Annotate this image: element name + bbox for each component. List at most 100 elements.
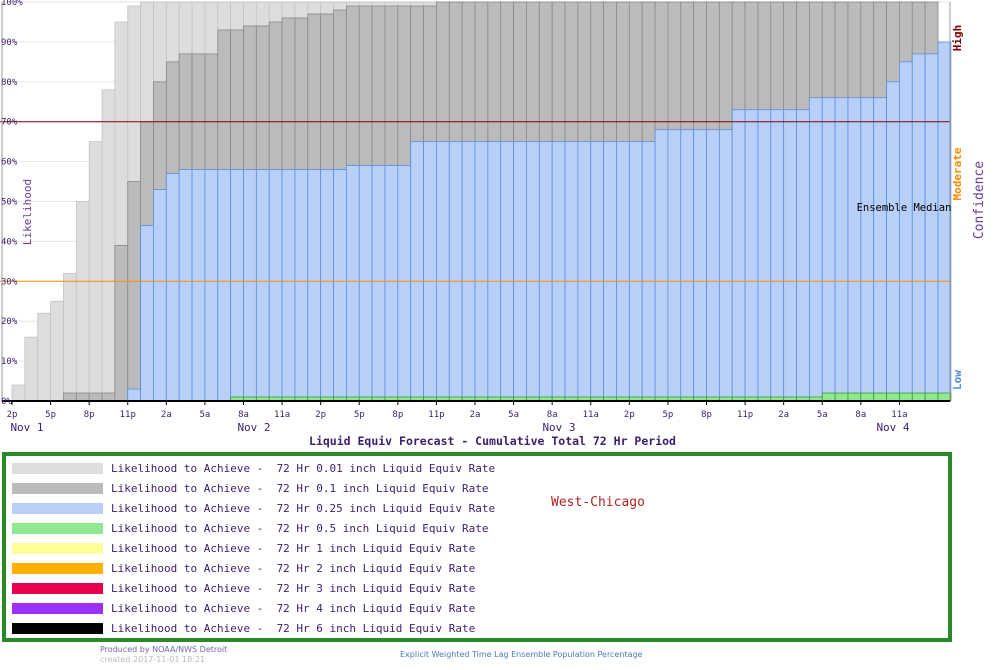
x-tick-label: 5p (354, 410, 365, 420)
x-tick-label: 8a (547, 410, 558, 420)
series-3 (127, 41, 952, 402)
bar (757, 109, 772, 402)
legend-label: Likelihood to Achieve - 72 Hr 2 inch Liq… (111, 562, 476, 575)
bar (371, 165, 386, 402)
bar (590, 141, 605, 402)
legend-label: Likelihood to Achieve - 72 Hr 0.25 inch … (111, 502, 496, 515)
bar (731, 109, 746, 402)
low-confidence-label: Low (951, 370, 964, 390)
bar (217, 169, 232, 402)
bar (577, 141, 592, 402)
y-tick-label: 10% (1, 357, 18, 367)
bar (127, 388, 142, 402)
bar (75, 201, 90, 402)
x-tick-label: 2a (470, 410, 481, 420)
x-day-label: Nov 4 (876, 421, 909, 434)
bar (641, 141, 656, 402)
bar (500, 141, 514, 402)
bar (937, 392, 952, 402)
x-tick-label: 5p (45, 410, 56, 420)
legend-swatch (12, 563, 103, 574)
y-tick-label: 90% (1, 38, 18, 48)
x-tick-label: 2p (7, 410, 18, 420)
bar (204, 169, 219, 402)
y-tick-label: 60% (1, 158, 18, 168)
x-tick-label: 5a (199, 410, 210, 420)
bar (603, 141, 617, 402)
bar (294, 169, 309, 402)
legend-label: Likelihood to Achieve - 72 Hr 1 inch Liq… (111, 542, 476, 555)
y-tick-label: 50% (1, 198, 18, 208)
bar (616, 141, 630, 402)
bar (821, 392, 836, 402)
legend-label: Likelihood to Achieve - 72 Hr 4 inch Liq… (111, 602, 476, 615)
bar (873, 97, 887, 402)
bar (796, 109, 810, 402)
bar (911, 392, 926, 402)
bar (101, 89, 116, 402)
bar (513, 141, 527, 402)
bar (448, 141, 463, 402)
legend-swatch (12, 623, 103, 634)
x-tick-label: 8p (392, 410, 403, 420)
bar (255, 169, 270, 402)
legend-label: Likelihood to Achieve - 72 Hr 6 inch Liq… (111, 622, 476, 635)
bar (873, 392, 887, 402)
producer-credit: Produced by NOAA/NWS Detroit (100, 645, 228, 654)
bar (101, 392, 116, 402)
bar (88, 392, 103, 402)
y-axis-title: Likelihood (21, 179, 34, 245)
location-label: West-Chicago (551, 495, 645, 510)
legend-label: Likelihood to Achieve - 72 Hr 0.1 inch L… (111, 482, 489, 495)
bar (899, 392, 913, 402)
bar (937, 41, 952, 402)
method-note: Explicit Weighted Time Lag Ensemble Popu… (400, 650, 643, 659)
bar (268, 169, 283, 402)
created-timestamp: created 2017-11-01 18:21 (100, 655, 206, 664)
bar (24, 336, 39, 402)
x-tick-label: 11a (891, 410, 907, 420)
x-tick-label: 11p (428, 410, 444, 420)
bar (667, 129, 682, 402)
bar (397, 165, 412, 402)
bar (487, 141, 502, 402)
bar (114, 244, 129, 402)
x-tick-label: 2a (161, 410, 172, 420)
bar (628, 141, 643, 402)
y2-axis-title: Confidence (972, 161, 987, 239)
bar (783, 109, 797, 402)
y-tick-label: 30% (1, 277, 18, 287)
high-confidence-label: High (951, 25, 964, 52)
bar (140, 225, 154, 402)
bar (63, 392, 77, 402)
bar (808, 97, 823, 402)
bar (718, 129, 733, 402)
bar (178, 169, 193, 402)
bar (88, 141, 103, 402)
legend-swatch (12, 523, 103, 534)
bar (307, 169, 322, 402)
series-4 (230, 392, 952, 402)
bar (834, 97, 849, 402)
legend-label: Likelihood to Achieve - 72 Hr 0.01 inch … (111, 462, 496, 475)
bar (37, 312, 51, 402)
x-tick-label: 8a (855, 410, 866, 420)
bar (847, 97, 862, 402)
bar (551, 141, 566, 402)
likelihood-chart: 0% 10% 20% 30% 40% 50% 60% 70% 80% 90% 100% Likelih… (0, 0, 987, 434)
x-tick-label: 5a (817, 410, 828, 420)
y-tick-label: 80% (1, 78, 18, 88)
x-tick-label: 2p (315, 410, 326, 420)
bar (564, 141, 579, 402)
bar (886, 392, 900, 402)
x-tick-label: 11a (583, 410, 599, 420)
bar (358, 165, 373, 402)
bar (410, 141, 424, 402)
x-tick-label: 8p (84, 410, 95, 420)
x-tick-label: 5p (662, 410, 673, 420)
moderate-confidence-label: Moderate (951, 147, 964, 200)
bar (526, 141, 540, 402)
bar (680, 129, 695, 402)
legend-swatch (12, 503, 103, 514)
bar (899, 61, 913, 402)
